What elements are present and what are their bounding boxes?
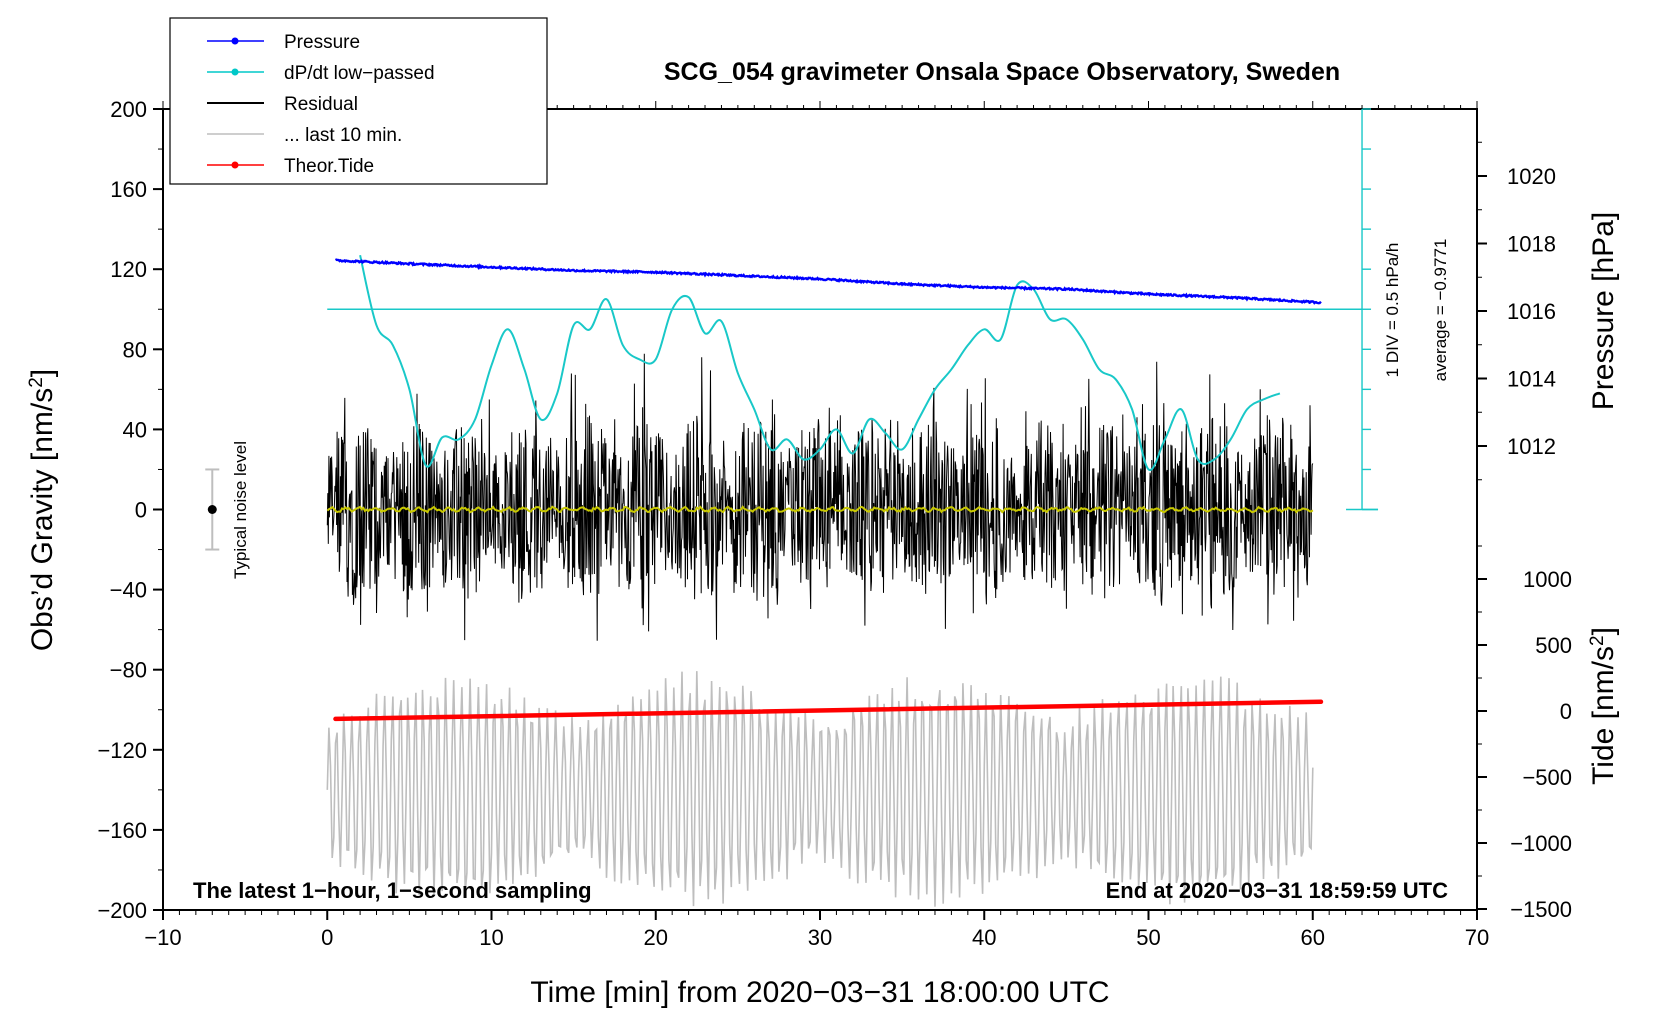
y-tick-label: 200 [110, 97, 147, 122]
residual-series [326, 353, 1314, 641]
legend-box [169, 17, 548, 185]
tide-tick-label: −1000 [1510, 831, 1572, 856]
last10-line [326, 671, 1314, 907]
noise-bar-dot [207, 505, 217, 514]
y-tick-label: −40 [110, 578, 147, 603]
legend-label: Pressure [284, 32, 360, 53]
chart-title: SCG_054 gravimeter Onsala Space Observat… [664, 58, 1340, 86]
tide-tick-label: −1500 [1510, 897, 1572, 922]
y-tick-label: −120 [97, 738, 147, 763]
residual-smooth-series [326, 505, 1314, 514]
annotation-sampling: The latest 1−hour, 1−second sampling [193, 878, 592, 903]
y-tick-label: 160 [110, 177, 147, 202]
noise-level-bar [205, 468, 220, 551]
pressure-tick-label: 1020 [1507, 164, 1556, 189]
pressure-tick-label: 1012 [1507, 434, 1556, 459]
x-tick-label: −10 [144, 925, 181, 950]
legend-label: Theor.Tide [284, 156, 374, 177]
y-tick-label: 0 [135, 498, 147, 523]
x-tick-label: 20 [644, 925, 668, 950]
y-tick-label: 40 [123, 417, 147, 442]
dpdt-average-label: average = −0.9771 [1431, 239, 1450, 382]
pressure-tick-label: 1016 [1507, 299, 1556, 324]
x-tick-label: 40 [972, 925, 996, 950]
y-tick-label: −160 [97, 818, 147, 843]
legend-label: Residual [284, 94, 358, 115]
x-tick-label: 50 [1136, 925, 1160, 950]
legend: Pressure dP/dt low−passed Residual ... last… [169, 17, 548, 185]
x-tick-label: 0 [321, 925, 333, 950]
legend-marker [231, 161, 239, 169]
y-tick-label: 80 [123, 337, 147, 362]
tide-tick-label: −500 [1522, 765, 1572, 790]
y-tick-label: −200 [97, 898, 147, 923]
x-axis-title: Time [min] from 2020−03−31 18:00:00 UTC [530, 976, 1109, 1009]
y-tick-label: −80 [110, 658, 147, 683]
x-tick-label: 70 [1465, 925, 1489, 950]
x-tick-label: 60 [1301, 925, 1325, 950]
x-tick-label: 30 [808, 925, 832, 950]
dpdt-series [359, 254, 1281, 471]
dpdt-line [359, 254, 1281, 471]
last10-series [326, 671, 1314, 907]
dpdt-scale-bar [327, 108, 1379, 511]
y-axis-title-tide: Tide [nm/s2] [1587, 627, 1621, 785]
tide-tick-label: 1000 [1523, 567, 1572, 592]
y-tick-label: 120 [110, 257, 147, 282]
tide-line [333, 699, 1324, 722]
legend-marker [231, 68, 239, 76]
pressure-series [334, 258, 1322, 305]
legend-marker [231, 37, 239, 45]
legend-label: ... last 10 min. [284, 125, 402, 146]
pressure-line [334, 258, 1322, 305]
y-axis-title-left: Obs’d Gravity [nm/s2] [26, 369, 60, 651]
residual-line [326, 353, 1314, 641]
x-tick-label: 10 [479, 925, 503, 950]
axes: −10 0 10 20 30 40 50 60 7020016012080400−40−80−1… [97, 97, 1572, 950]
tide-tick-label: 0 [1560, 699, 1572, 724]
tide-tick-label: 500 [1535, 633, 1572, 658]
pressure-tick-label: 1018 [1507, 232, 1556, 257]
dpdt-scale-label: 1 DIV = 0.5 hPa/h [1383, 243, 1402, 378]
noise-level-label: Typical noise level [231, 441, 250, 579]
tide-series [333, 699, 1324, 722]
residual-smooth-line [326, 505, 1314, 514]
legend-label: dP/dt low−passed [284, 63, 435, 84]
annotation-end-time: End at 2020−03−31 18:59:59 UTC [1106, 878, 1449, 903]
y-axis-title-pressure: Pressure [hPa] [1587, 212, 1620, 410]
pressure-tick-label: 1014 [1507, 367, 1556, 392]
